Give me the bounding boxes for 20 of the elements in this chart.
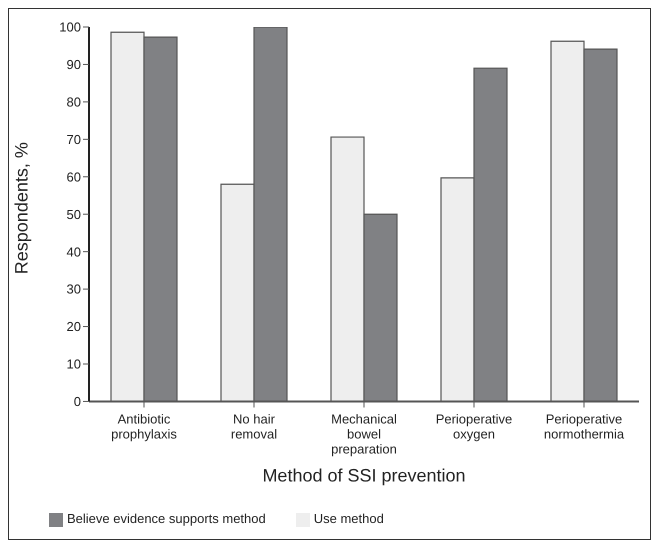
y-tick-label: 10: [66, 356, 81, 372]
x-axis-title: Method of SSI prevention: [262, 465, 466, 486]
y-tick-label: 0: [74, 394, 81, 410]
y-tick-label: 70: [66, 132, 81, 147]
x-tick-label: No hair removal: [230, 411, 278, 442]
y-tick-label: 40: [66, 244, 81, 260]
y-tick-label: 30: [66, 282, 81, 297]
x-tick-label: Mechanical bowel preparation: [331, 411, 397, 456]
y-tick-label: 50: [66, 206, 81, 222]
y-tick-label: 60: [66, 169, 81, 184]
legend-label: Believe evidence supports method: [67, 511, 266, 526]
y-tick-label: 80: [66, 94, 81, 110]
legend-label: Use method: [314, 511, 384, 526]
x-tick-label: Perioperative oxygen: [436, 411, 512, 442]
y-tick-label: 20: [66, 319, 81, 334]
y-tick-label: 100: [59, 20, 81, 35]
y-tick-label: 90: [66, 57, 81, 72]
x-tick-label: Perioperative normothermia: [544, 411, 625, 442]
x-tick-label: Antibiotic prophylaxis: [111, 411, 178, 442]
y-axis-title: Respondents, %: [11, 142, 32, 274]
